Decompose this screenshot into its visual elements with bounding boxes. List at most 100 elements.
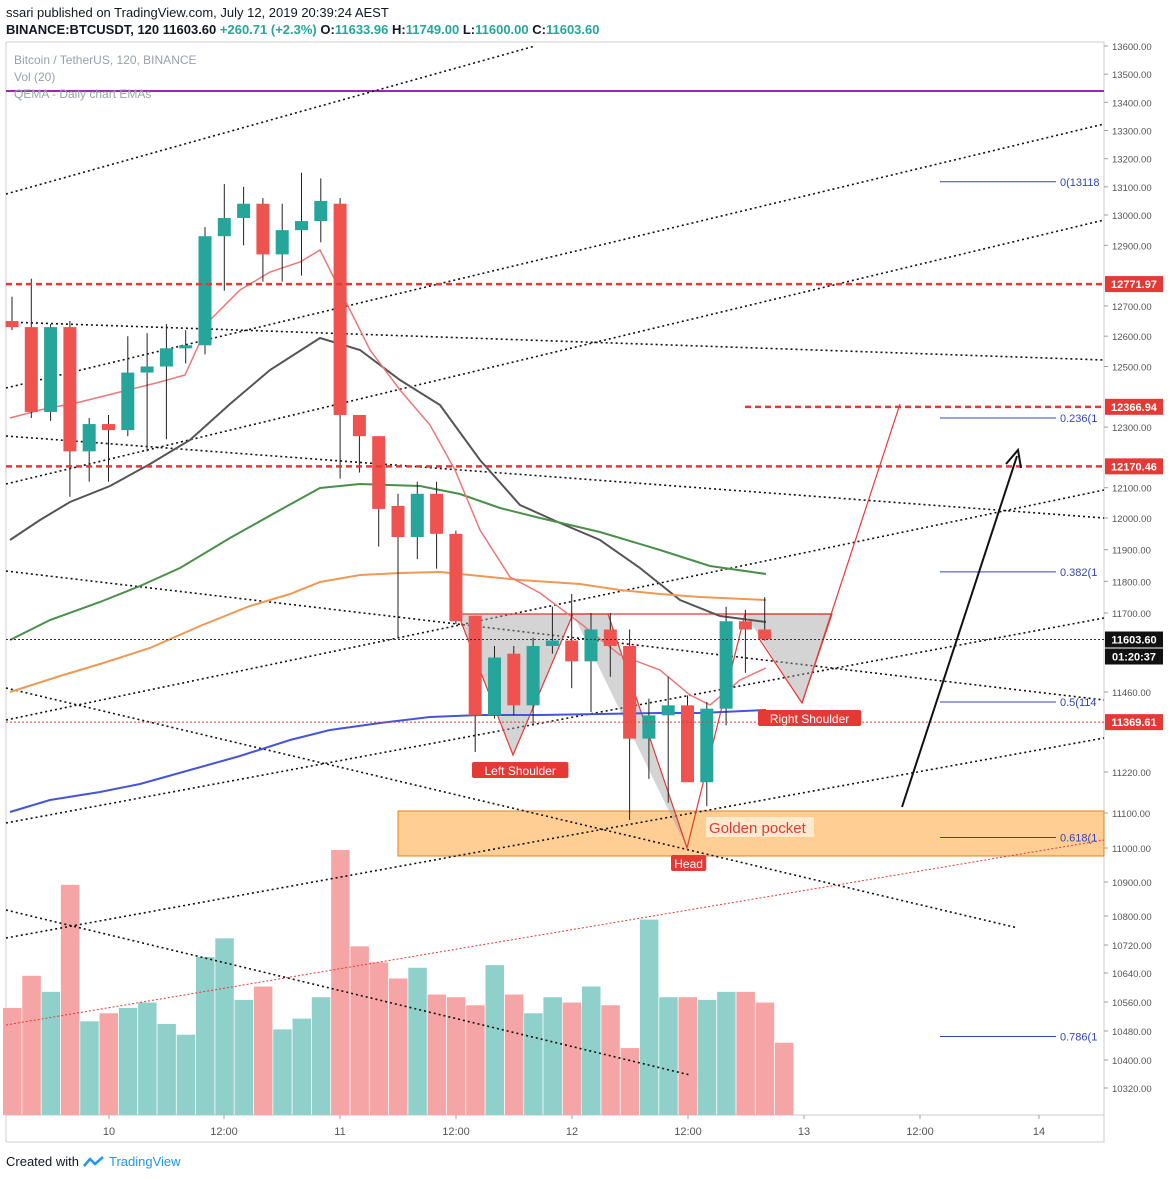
level-label: 12170.46 bbox=[1111, 461, 1157, 473]
volume-bar bbox=[639, 919, 659, 1115]
candle-body bbox=[275, 230, 289, 255]
left-shoulder-label: Left Shoulder bbox=[485, 764, 556, 778]
level-label: 11369.61 bbox=[1111, 717, 1156, 729]
y-tick-label: 12300.00 bbox=[1112, 423, 1152, 434]
candle bbox=[584, 613, 598, 712]
countdown-label: 01:20:37 bbox=[1112, 652, 1156, 664]
fib-label: 0.5(114 bbox=[1060, 697, 1097, 709]
candle bbox=[430, 481, 444, 569]
y-tick-label: 10320.00 bbox=[1112, 1084, 1152, 1095]
y-tick-label: 11800.00 bbox=[1112, 577, 1151, 588]
candle bbox=[140, 333, 154, 452]
right-shoulder-label-bg bbox=[758, 710, 862, 726]
candle bbox=[565, 594, 579, 689]
volume-bar bbox=[3, 1007, 22, 1115]
candle bbox=[661, 676, 675, 803]
volume-bar bbox=[118, 1007, 138, 1115]
head-shoulders-pattern bbox=[457, 403, 901, 851]
candle bbox=[121, 336, 135, 437]
volume-bar bbox=[157, 1023, 176, 1115]
volume-bar bbox=[427, 994, 447, 1115]
candle-body bbox=[333, 203, 347, 415]
level-label-bg bbox=[1105, 458, 1163, 475]
candle-body bbox=[758, 629, 772, 640]
candle-body bbox=[545, 640, 559, 646]
legend-title: Bitcoin / TetherUS, 120, BINANCE bbox=[14, 53, 197, 67]
trend-line-2 bbox=[5, 219, 1105, 485]
y-tick-label: 10640.00 bbox=[1112, 969, 1152, 980]
price-chart[interactable]: 0(13118 0.236(1 0.382(1 0.5(114 0.618(1 0.786… bbox=[0, 40, 1173, 1155]
volume-bar bbox=[215, 938, 234, 1115]
candle bbox=[237, 186, 251, 246]
close-label: C: bbox=[532, 22, 546, 37]
candle-body bbox=[5, 321, 19, 328]
footer: Created with TradingView bbox=[6, 1154, 181, 1169]
candle bbox=[44, 324, 58, 422]
head-label-bg bbox=[671, 855, 707, 871]
candle bbox=[314, 178, 328, 243]
red-trend-line bbox=[5, 839, 1105, 1026]
candle bbox=[82, 418, 96, 482]
countdown-bg bbox=[1105, 648, 1163, 665]
candle-body bbox=[565, 640, 579, 662]
candle-body bbox=[295, 221, 308, 231]
candle bbox=[391, 493, 405, 638]
candle-body bbox=[352, 414, 366, 437]
candle bbox=[545, 606, 559, 654]
volume-bar bbox=[369, 962, 389, 1115]
low-label: L: bbox=[462, 22, 476, 37]
candle bbox=[719, 606, 733, 726]
fib-label: 0.236(1 bbox=[1060, 413, 1097, 425]
candle-body bbox=[314, 200, 328, 222]
y-tick-label: 11900.00 bbox=[1112, 546, 1151, 557]
grid bbox=[5, 41, 1105, 1143]
volume-bar bbox=[678, 997, 697, 1115]
left-shoulder-label-bg bbox=[472, 762, 569, 778]
volume-bar bbox=[350, 946, 369, 1115]
y-tick-label: 11460.00 bbox=[1112, 688, 1151, 699]
tradingview-brand: TradingView bbox=[108, 1154, 181, 1169]
level-label-bg bbox=[1105, 714, 1163, 731]
candle-body bbox=[468, 615, 482, 716]
volume-bars bbox=[3, 850, 794, 1115]
volume-bar bbox=[446, 997, 466, 1115]
volume-bar bbox=[659, 997, 678, 1115]
ohlc-line: BINANCE:BTCUSDT, 120 11603.60 +260.71 (+… bbox=[6, 22, 600, 37]
candle-body bbox=[24, 327, 38, 412]
candle bbox=[738, 609, 752, 673]
ema-black-line bbox=[9, 336, 767, 623]
forecast-arrow bbox=[901, 455, 1018, 808]
x-tick-label: 12 bbox=[566, 1126, 578, 1138]
candle-body bbox=[430, 493, 444, 534]
candle-body bbox=[719, 621, 733, 709]
y-tick-label: 10560.00 bbox=[1112, 998, 1152, 1009]
level-label: 12366.94 bbox=[1111, 402, 1158, 414]
volume-bar bbox=[273, 1029, 292, 1115]
trend-lines bbox=[5, 45, 1105, 1076]
x-tick-label: 13 bbox=[798, 1126, 810, 1138]
golden-pocket-label-bg bbox=[706, 817, 814, 837]
y-tick-label: 12700.00 bbox=[1112, 302, 1152, 313]
candle bbox=[333, 198, 347, 479]
high-value: 11749.00 bbox=[405, 22, 460, 37]
high-label: H: bbox=[391, 22, 406, 37]
y-tick-label: 10480.00 bbox=[1112, 1027, 1152, 1038]
x-tick-label: 12:00 bbox=[674, 1126, 702, 1138]
ema-pink-line bbox=[9, 248, 767, 706]
candle-body bbox=[488, 657, 501, 716]
ema-green-line bbox=[9, 482, 767, 641]
volume-bar bbox=[755, 1002, 775, 1115]
candle-body bbox=[584, 629, 598, 662]
trend-line-9 bbox=[5, 687, 1019, 929]
legend-volume: Vol (20) bbox=[14, 70, 55, 84]
price-levels bbox=[6, 282, 1104, 723]
level-label: 11603.60 bbox=[1111, 635, 1156, 647]
projection-line bbox=[801, 403, 901, 704]
x-tick-label: 10 bbox=[103, 1126, 115, 1138]
volume-trend-line bbox=[5, 909, 691, 1076]
volume-bar bbox=[99, 1013, 118, 1115]
candle bbox=[410, 481, 424, 560]
fib-levels: 0(13118 0.236(1 0.382(1 0.5(114 0.618(1 0.786… bbox=[940, 177, 1100, 1043]
candle bbox=[700, 702, 714, 807]
volume-bar bbox=[543, 997, 562, 1115]
